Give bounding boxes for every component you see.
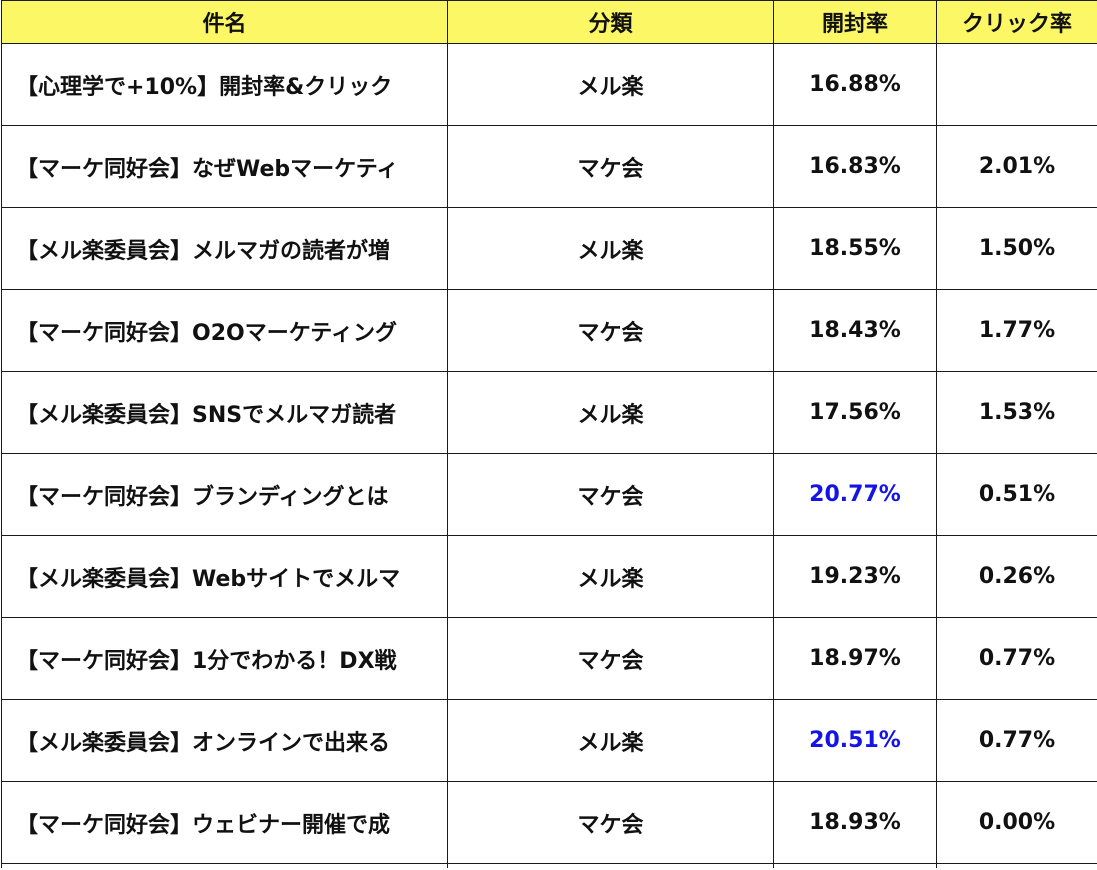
cell-subject[interactable]: 【マーケ同好会】ウェビナー開催で成: [1, 781, 448, 864]
table-row[interactable]: 【マーケ同好会】ブランディングとは マケ会 20.77% 0.51%: [1, 453, 1097, 536]
cell-click-rate[interactable]: 2.01%: [936, 125, 1097, 208]
cell-category-partial: [447, 863, 774, 868]
cell-subject[interactable]: 【メル楽委員会】メルマガの読者が増: [1, 207, 448, 290]
cell-subject-partial: [1, 863, 448, 868]
table-header: 件名 分類 開封率 クリック率: [1, 0, 1097, 44]
cell-click-rate[interactable]: 1.77%: [936, 289, 1097, 372]
cell-category[interactable]: マケ会: [447, 781, 774, 864]
cell-subject[interactable]: 【マーケ同好会】なぜWebマーケティ: [1, 125, 448, 208]
cell-category[interactable]: マケ会: [447, 125, 774, 208]
cell-category[interactable]: メル楽: [447, 535, 774, 618]
cell-category[interactable]: メル楽: [447, 43, 774, 126]
header-category[interactable]: 分類: [447, 0, 774, 44]
cell-subject[interactable]: 【マーケ同好会】1分でわかる！DX戦: [1, 617, 448, 700]
cell-open-rate[interactable]: 16.83%: [773, 125, 937, 208]
cell-click-rate[interactable]: 1.50%: [936, 207, 1097, 290]
cell-click-rate[interactable]: 0.26%: [936, 535, 1097, 618]
cell-open-rate[interactable]: 18.43%: [773, 289, 937, 372]
table-row[interactable]: 【メル楽委員会】オンラインで出来る メル楽 20.51% 0.77%: [1, 699, 1097, 782]
cell-subject[interactable]: 【心理学で+10%】開封率&クリック: [1, 43, 448, 126]
cell-click-rate-partial: [936, 863, 1097, 868]
cell-category[interactable]: マケ会: [447, 453, 774, 536]
cell-category[interactable]: メル楽: [447, 207, 774, 290]
cell-click-rate[interactable]: 0.00%: [936, 781, 1097, 864]
cell-category[interactable]: メル楽: [447, 371, 774, 454]
header-click-rate[interactable]: クリック率: [936, 0, 1097, 44]
cell-category[interactable]: マケ会: [447, 289, 774, 372]
table-row[interactable]: 【メル楽委員会】Webサイトでメルマ メル楽 19.23% 0.26%: [1, 535, 1097, 618]
cell-open-rate[interactable]: 16.88%: [773, 43, 937, 126]
table-row[interactable]: 【マーケ同好会】O2Oマーケティング マケ会 18.43% 1.77%: [1, 289, 1097, 372]
cell-open-rate-partial: [773, 863, 937, 868]
table-row[interactable]: 【マーケ同好会】ウェビナー開催で成 マケ会 18.93% 0.00%: [1, 781, 1097, 864]
table-row[interactable]: 【マーケ同好会】なぜWebマーケティ マケ会 16.83% 2.01%: [1, 125, 1097, 208]
table-body: 【心理学で+10%】開封率&クリック メル楽 16.88% 【マーケ同好会】なぜ…: [1, 43, 1097, 868]
table-row[interactable]: 【マーケ同好会】1分でわかる！DX戦 マケ会 18.97% 0.77%: [1, 617, 1097, 700]
cell-open-rate[interactable]: 20.51%: [773, 699, 937, 782]
cell-open-rate[interactable]: 18.97%: [773, 617, 937, 700]
table-row-partial: [1, 863, 1097, 868]
cell-category[interactable]: メル楽: [447, 699, 774, 782]
cell-click-rate[interactable]: 0.51%: [936, 453, 1097, 536]
header-row: 件名 分類 開封率 クリック率: [1, 0, 1097, 44]
table-row[interactable]: 【心理学で+10%】開封率&クリック メル楽 16.88%: [1, 43, 1097, 126]
cell-click-rate[interactable]: 1.53%: [936, 371, 1097, 454]
cell-open-rate[interactable]: 18.55%: [773, 207, 937, 290]
table-row[interactable]: 【メル楽委員会】メルマガの読者が増 メル楽 18.55% 1.50%: [1, 207, 1097, 290]
cell-open-rate[interactable]: 20.77%: [773, 453, 937, 536]
cell-click-rate[interactable]: 0.77%: [936, 617, 1097, 700]
cell-subject[interactable]: 【メル楽委員会】SNSでメルマガ読者: [1, 371, 448, 454]
header-open-rate[interactable]: 開封率: [773, 0, 937, 44]
cell-category[interactable]: マケ会: [447, 617, 774, 700]
header-subject[interactable]: 件名: [1, 0, 448, 44]
cell-open-rate[interactable]: 19.23%: [773, 535, 937, 618]
cell-click-rate[interactable]: [936, 43, 1097, 126]
cell-subject[interactable]: 【マーケ同好会】O2Oマーケティング: [1, 289, 448, 372]
cell-open-rate[interactable]: 17.56%: [773, 371, 937, 454]
cell-subject[interactable]: 【マーケ同好会】ブランディングとは: [1, 453, 448, 536]
table-row[interactable]: 【メル楽委員会】SNSでメルマガ読者 メル楽 17.56% 1.53%: [1, 371, 1097, 454]
cell-subject[interactable]: 【メル楽委員会】オンラインで出来る: [1, 699, 448, 782]
cell-subject[interactable]: 【メル楽委員会】Webサイトでメルマ: [1, 535, 448, 618]
cell-click-rate[interactable]: 0.77%: [936, 699, 1097, 782]
cell-open-rate[interactable]: 18.93%: [773, 781, 937, 864]
